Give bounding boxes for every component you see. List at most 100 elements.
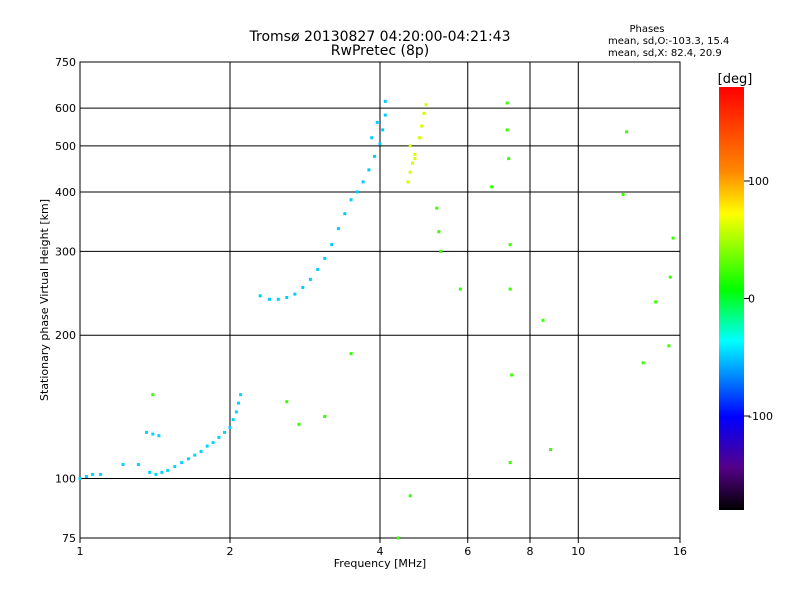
data-point — [424, 103, 428, 107]
y-tick-label: 600 — [55, 102, 76, 115]
data-point — [396, 536, 400, 540]
data-point — [458, 287, 462, 291]
x-tick-label: 4 — [377, 545, 384, 558]
x-tick-label: 10 — [571, 545, 585, 558]
x-tick-label: 8 — [527, 545, 534, 558]
data-point — [330, 243, 334, 247]
data-point — [223, 430, 226, 434]
data-point — [508, 461, 512, 465]
data-point — [323, 415, 327, 418]
data-point — [316, 267, 320, 271]
data-point — [413, 152, 417, 156]
colorbar-tick-label: 0 — [748, 293, 755, 306]
data-point — [406, 180, 410, 184]
data-point — [408, 144, 412, 148]
data-point — [136, 463, 140, 466]
data-point — [408, 170, 412, 174]
data-point — [193, 453, 197, 457]
data-point — [211, 441, 215, 445]
data-point — [151, 393, 155, 397]
data-point — [505, 101, 509, 105]
data-point — [378, 142, 382, 146]
data-point — [408, 494, 412, 498]
y-tick-label: 500 — [55, 140, 76, 153]
data-point — [121, 463, 125, 466]
data-point — [490, 185, 494, 189]
stats-line-x: mean, sd,X: 82.4, 20.9 — [608, 48, 722, 59]
data-point — [160, 470, 164, 474]
y-tick-label: 100 — [55, 473, 76, 486]
colorbar — [719, 87, 744, 510]
data-point — [297, 422, 301, 426]
data-point — [217, 435, 221, 439]
data-point — [507, 157, 511, 161]
data-point — [293, 292, 297, 296]
data-point — [276, 297, 280, 301]
data-points — [78, 99, 675, 540]
data-point — [420, 124, 424, 128]
y-axis: 75 100 200 300 400 500 600 750 — [55, 56, 76, 545]
data-point — [667, 344, 671, 348]
data-point — [343, 212, 347, 216]
data-point — [151, 432, 155, 436]
data-point — [508, 287, 512, 291]
data-point — [285, 296, 289, 299]
data-point — [361, 180, 365, 184]
stats-header: Phases — [629, 24, 664, 35]
x-tick-label: 1 — [77, 545, 84, 558]
data-point — [186, 457, 190, 461]
data-point — [148, 470, 152, 474]
grid-lines — [80, 62, 680, 538]
data-point — [166, 468, 170, 472]
stats-line-o: mean, sd,O:-103.3, 15.4 — [608, 36, 729, 47]
data-point — [668, 275, 672, 279]
data-point — [413, 157, 417, 161]
data-point — [383, 113, 387, 117]
data-point — [641, 361, 645, 365]
y-tick-label: 75 — [62, 532, 76, 545]
data-point — [99, 472, 103, 476]
data-point — [411, 161, 415, 165]
data-point — [336, 227, 340, 231]
data-point — [91, 472, 95, 476]
data-point — [383, 99, 387, 103]
x-axis: 1 2 4 6 8 10 16 — [77, 538, 687, 558]
data-point — [231, 418, 235, 422]
y-axis-label: Stationary phase Virtual Height [km] — [38, 199, 51, 401]
data-point — [435, 206, 439, 210]
data-point — [323, 256, 327, 260]
data-point — [205, 444, 209, 448]
data-point — [301, 286, 305, 289]
colorbar-label: [deg] — [718, 72, 753, 87]
data-point — [541, 318, 545, 322]
data-point — [180, 461, 184, 465]
x-tick-label: 2 — [227, 545, 234, 558]
y-tick-label: 400 — [55, 186, 76, 199]
data-point — [145, 430, 148, 434]
data-point — [549, 448, 553, 452]
data-point — [258, 294, 262, 298]
x-tick-label: 16 — [673, 545, 687, 558]
data-point — [621, 193, 625, 196]
data-point — [625, 130, 629, 134]
data-point — [237, 401, 240, 405]
data-point — [510, 373, 514, 377]
data-point — [349, 352, 353, 356]
y-tick-label: 200 — [55, 329, 76, 342]
data-point — [355, 190, 359, 194]
colorbar-tick-label: 100 — [748, 175, 769, 188]
data-point — [367, 168, 371, 172]
data-point — [78, 477, 82, 480]
data-point — [505, 128, 509, 132]
data-point — [671, 236, 675, 240]
y-tick-label: 300 — [55, 245, 76, 258]
chart-subtitle: RwPretec (8p) — [331, 43, 429, 59]
data-point — [154, 472, 158, 476]
data-point — [234, 410, 238, 414]
data-point — [228, 426, 232, 429]
y-tick-label: 750 — [55, 56, 76, 69]
data-point — [157, 434, 161, 438]
data-point — [375, 120, 379, 124]
data-point — [422, 111, 426, 115]
